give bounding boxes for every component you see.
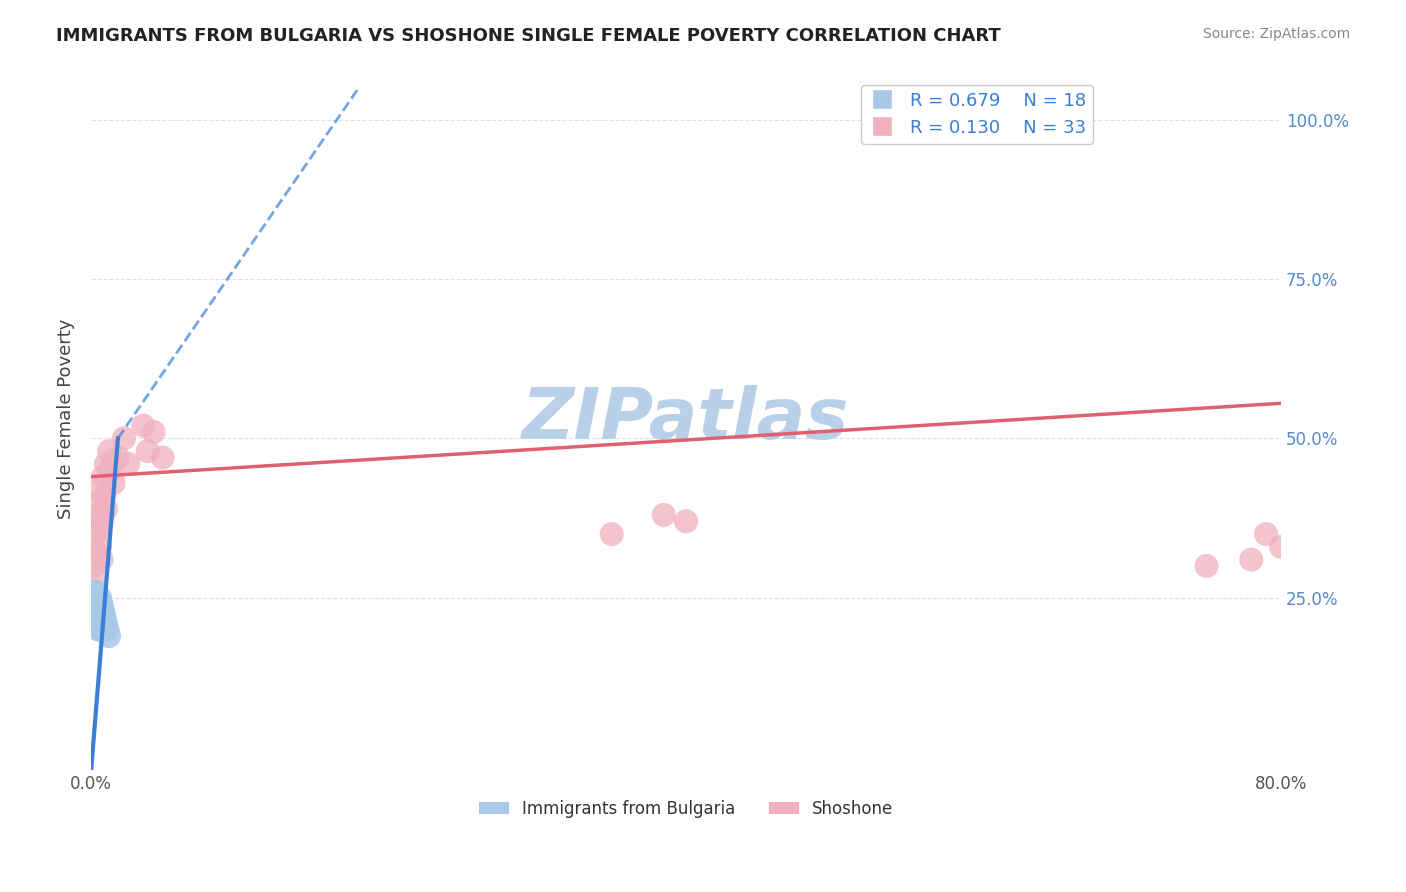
Y-axis label: Single Female Poverty: Single Female Poverty (58, 319, 75, 519)
Text: ZIPatlas: ZIPatlas (523, 384, 849, 454)
Point (90, 597, 112, 611)
Point (84, 572, 107, 586)
Point (652, 508, 675, 522)
Point (600, 527, 623, 541)
Point (83, 558, 105, 573)
Point (152, 450, 174, 465)
Point (84, 584, 107, 599)
Point (94, 501, 117, 516)
Text: IMMIGRANTS FROM BULGARIA VS SHOSHONE SINGLE FEMALE POVERTY CORRELATION CHART: IMMIGRANTS FROM BULGARIA VS SHOSHONE SIN… (56, 27, 1001, 45)
Point (132, 418, 155, 433)
Point (91, 616, 114, 631)
Point (112, 431, 135, 445)
Point (89, 591, 111, 605)
Point (91, 508, 114, 522)
Point (675, 514, 697, 528)
Point (91, 469, 114, 483)
Point (86, 546, 108, 560)
Point (93, 623, 115, 637)
Point (1254, 527, 1277, 541)
Point (90, 514, 112, 528)
Point (90, 552, 112, 566)
Point (94, 616, 117, 631)
Point (86, 597, 108, 611)
Point (1270, 540, 1292, 554)
Point (89, 616, 111, 631)
Point (94, 457, 117, 471)
Point (136, 444, 159, 458)
Point (84, 527, 107, 541)
Point (103, 476, 125, 491)
Point (98, 629, 121, 643)
Point (142, 425, 165, 439)
Legend: Immigrants from Bulgaria, Shoshone: Immigrants from Bulgaria, Shoshone (472, 794, 900, 825)
Point (89, 495, 111, 509)
Point (100, 463, 122, 477)
Point (86, 616, 108, 631)
Point (87, 483, 110, 497)
Text: Source: ZipAtlas.com: Source: ZipAtlas.com (1202, 27, 1350, 41)
Point (83, 610, 105, 624)
Point (87, 603, 110, 617)
Point (87, 623, 110, 637)
Point (89, 540, 111, 554)
Point (93, 610, 115, 624)
Point (117, 457, 139, 471)
Point (90, 610, 112, 624)
Point (87, 521, 110, 535)
Point (86, 508, 108, 522)
Point (91, 603, 114, 617)
Point (98, 444, 121, 458)
Point (96, 623, 118, 637)
Point (90, 623, 112, 637)
Point (1195, 558, 1218, 573)
Point (1240, 552, 1263, 566)
Point (107, 450, 129, 465)
Point (93, 489, 115, 503)
